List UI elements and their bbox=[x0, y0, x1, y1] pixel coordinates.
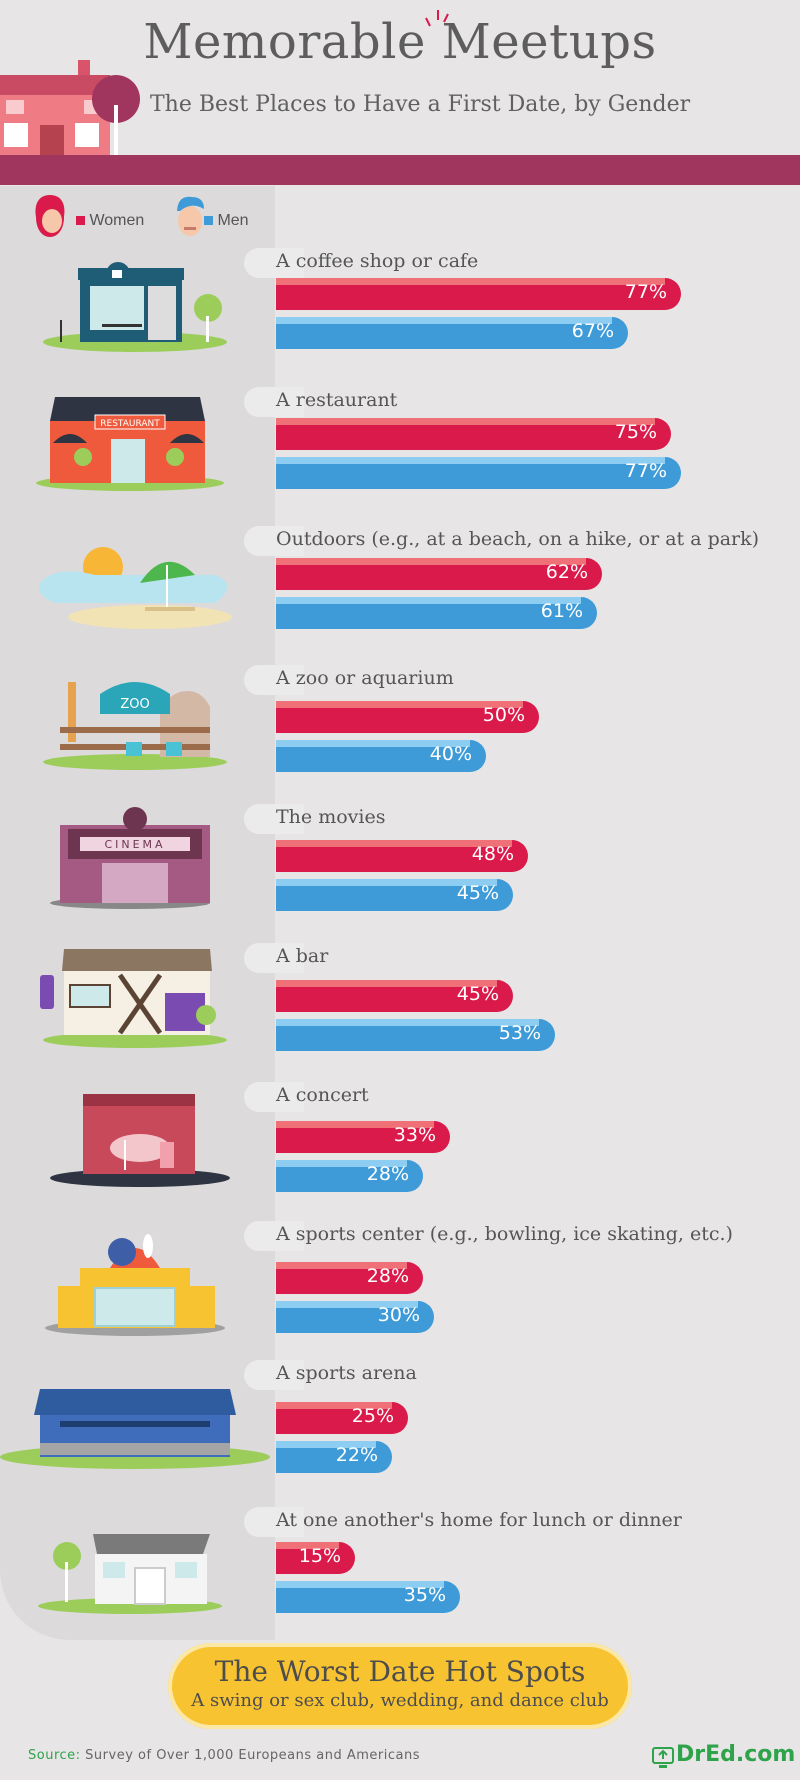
bar-men: 61% bbox=[276, 597, 597, 629]
label-tab bbox=[244, 804, 304, 834]
home-icon bbox=[38, 1534, 222, 1614]
woman-avatar-icon bbox=[35, 195, 65, 237]
zoo-icon: ZOO bbox=[43, 682, 227, 770]
beach-icon bbox=[39, 547, 232, 629]
source-note: Source: Survey of Over 1,000 Europeans a… bbox=[28, 1748, 420, 1763]
callout-subtitle: A swing or sex club, wedding, and dance … bbox=[191, 1690, 609, 1711]
cinema-icon: CINEMA bbox=[50, 807, 210, 909]
house-icon bbox=[0, 60, 110, 175]
value-label: 15% bbox=[298, 1545, 341, 1567]
bowling-alley-icon bbox=[45, 1234, 225, 1336]
value-label: 77% bbox=[624, 460, 667, 482]
bar-women: 77% bbox=[276, 278, 681, 310]
value-label: 30% bbox=[377, 1304, 420, 1326]
value-label: 40% bbox=[429, 743, 472, 765]
bar-men: 53% bbox=[276, 1019, 555, 1051]
value-label: 35% bbox=[403, 1584, 446, 1606]
category-label: A zoo or aquarium bbox=[276, 667, 454, 689]
bar-women: 25% bbox=[276, 1402, 408, 1434]
header-band bbox=[0, 155, 800, 185]
bar-women: 75% bbox=[276, 418, 671, 450]
value-label: 75% bbox=[614, 421, 657, 443]
bar-men: 40% bbox=[276, 740, 486, 772]
bar-men: 77% bbox=[276, 457, 681, 489]
bar-men: 35% bbox=[276, 1581, 460, 1613]
category-label: A sports arena bbox=[276, 1362, 417, 1384]
category-label: A coffee shop or cafe bbox=[276, 250, 479, 272]
men-swatch bbox=[204, 216, 213, 225]
label-tab bbox=[244, 943, 304, 973]
bar-women: 45% bbox=[276, 980, 513, 1012]
category-label: At one another's home for lunch or dinne… bbox=[276, 1509, 682, 1531]
restaurant-icon: RESTAURANT bbox=[36, 397, 224, 491]
value-label: 25% bbox=[351, 1405, 394, 1427]
value-label: 53% bbox=[498, 1022, 541, 1044]
source-text: Survey of Over 1,000 Europeans and Ameri… bbox=[85, 1748, 420, 1763]
value-label: 45% bbox=[456, 882, 499, 904]
bar-men: 22% bbox=[276, 1441, 392, 1473]
bar-men: 30% bbox=[276, 1301, 434, 1333]
label-tab bbox=[244, 665, 304, 695]
svg-text:ZOO: ZOO bbox=[120, 697, 149, 712]
label-tab bbox=[244, 248, 304, 278]
value-label: 28% bbox=[366, 1265, 409, 1287]
women-swatch bbox=[76, 216, 85, 225]
category-label: A concert bbox=[276, 1084, 369, 1106]
category-label: A restaurant bbox=[276, 389, 398, 411]
page-subtitle: The Best Places to Have a First Date, by… bbox=[150, 92, 691, 117]
source-label: Source: bbox=[28, 1748, 81, 1763]
category-label: Outdoors (e.g., at a beach, on a hike, o… bbox=[276, 528, 760, 550]
value-label: 77% bbox=[624, 281, 667, 303]
label-tab bbox=[244, 1360, 304, 1390]
value-label: 50% bbox=[482, 704, 525, 726]
bar-women: 48% bbox=[276, 840, 528, 872]
bar-men: 67% bbox=[276, 317, 628, 349]
bar-women: 28% bbox=[276, 1262, 423, 1294]
coffee-shop-icon bbox=[43, 262, 227, 352]
category-label: A bar bbox=[276, 945, 329, 967]
legend-men-label: Men bbox=[217, 212, 249, 229]
bar-women: 33% bbox=[276, 1121, 450, 1153]
bar-icon bbox=[40, 949, 227, 1048]
value-label: 28% bbox=[366, 1163, 409, 1185]
sports-arena-icon bbox=[0, 1389, 270, 1469]
category-label: The movies bbox=[276, 806, 386, 828]
value-label: 48% bbox=[471, 843, 514, 865]
bar-men: 45% bbox=[276, 879, 513, 911]
label-tab bbox=[244, 1221, 304, 1251]
value-label: 33% bbox=[393, 1124, 436, 1146]
callout-title: The Worst Date Hot Spots bbox=[214, 1655, 586, 1688]
legend-women: Women bbox=[76, 212, 144, 230]
bar-women: 62% bbox=[276, 558, 602, 590]
value-label: 67% bbox=[571, 320, 614, 342]
monitor-logo-icon bbox=[652, 1747, 674, 1768]
value-label: 22% bbox=[335, 1444, 378, 1466]
legend-women-label: Women bbox=[89, 212, 145, 229]
label-tab bbox=[244, 1507, 304, 1537]
brand-logo: DrEd.com bbox=[676, 1742, 796, 1767]
bar-men: 28% bbox=[276, 1160, 423, 1192]
value-label: 61% bbox=[540, 600, 583, 622]
label-tab bbox=[244, 1082, 304, 1112]
bar-women: 15% bbox=[276, 1542, 355, 1574]
value-label: 45% bbox=[456, 983, 499, 1005]
category-label: A sports center (e.g., bowling, ice skat… bbox=[276, 1223, 733, 1245]
svg-text:RESTAURANT: RESTAURANT bbox=[100, 419, 160, 429]
label-tab bbox=[244, 526, 304, 556]
worst-spots-callout: The Worst Date Hot Spots A swing or sex … bbox=[168, 1643, 632, 1729]
bar-women: 50% bbox=[276, 701, 539, 733]
value-label: 62% bbox=[545, 561, 588, 583]
page-title: Memorable Meetups bbox=[143, 14, 657, 70]
man-avatar-icon bbox=[177, 196, 204, 236]
label-tab bbox=[244, 387, 304, 417]
svg-text:CINEMA: CINEMA bbox=[104, 838, 165, 851]
sparkle-decoration bbox=[425, 10, 449, 27]
concert-stage-icon bbox=[50, 1094, 230, 1187]
legend-men: Men bbox=[204, 212, 249, 230]
